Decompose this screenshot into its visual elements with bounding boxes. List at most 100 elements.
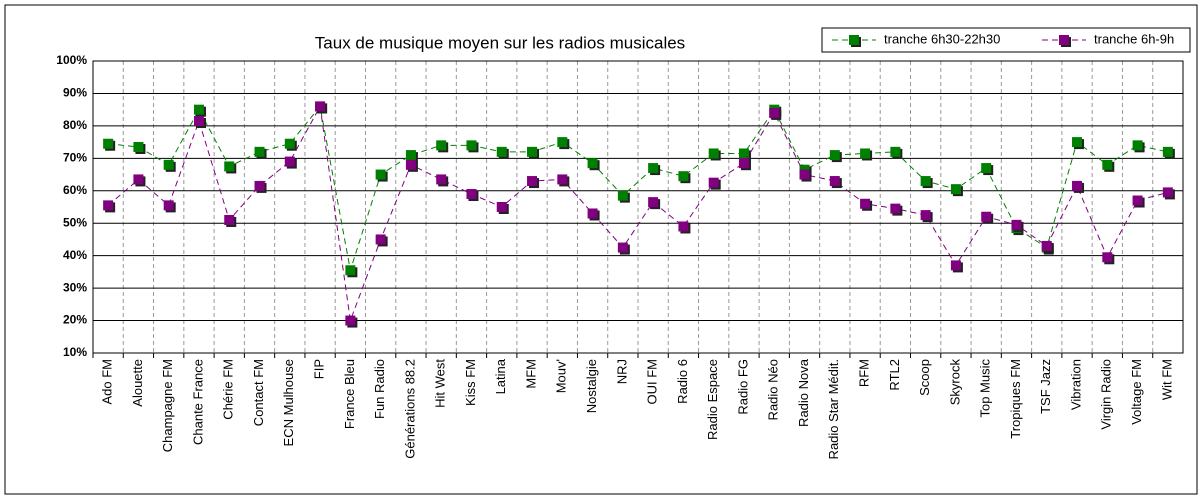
x-tick-label: Top Music — [978, 359, 993, 418]
x-tick-label: Contact FM — [251, 359, 266, 426]
data-point — [1132, 195, 1143, 206]
x-tick-label: OUI FM — [645, 359, 660, 405]
y-tick-label: 50% — [63, 215, 87, 229]
data-point — [617, 190, 628, 201]
data-point — [1132, 140, 1143, 151]
data-point — [981, 163, 992, 174]
data-point — [496, 146, 507, 157]
legend-marker — [1059, 35, 1069, 45]
y-tick-label: 20% — [63, 313, 87, 327]
legend-marker — [849, 35, 859, 45]
data-point — [890, 146, 901, 157]
data-point — [648, 197, 659, 208]
data-point — [557, 137, 568, 148]
data-point — [375, 169, 386, 180]
data-point — [648, 163, 659, 174]
data-point — [527, 176, 538, 187]
data-point — [224, 161, 235, 172]
data-point — [950, 260, 961, 271]
legend-label: tranche 6h30-22h30 — [884, 31, 1000, 46]
data-point — [738, 158, 749, 169]
x-tick-label: France Bleu — [342, 359, 357, 429]
data-point — [405, 150, 416, 161]
data-point — [738, 148, 749, 159]
y-tick-label: 70% — [63, 151, 87, 165]
x-tick-label: Nostalgie — [584, 359, 599, 413]
x-tick-label: ECN Mulhouse — [281, 359, 296, 446]
data-point — [1102, 159, 1113, 170]
data-point — [829, 150, 840, 161]
data-point — [466, 140, 477, 151]
x-tick-label: NRJ — [614, 359, 629, 384]
legend-label: tranche 6h-9h — [1094, 31, 1174, 46]
x-tick-label: Tropiques FM — [1008, 359, 1023, 439]
x-tick-label: Radio FG — [735, 359, 750, 415]
data-point — [224, 214, 235, 225]
x-tick-label: Hit West — [433, 359, 448, 408]
data-point — [284, 156, 295, 167]
y-tick-label: 100% — [56, 53, 87, 67]
data-point — [133, 141, 144, 152]
x-tick-label: Radio Espace — [705, 359, 720, 440]
y-tick-label: 60% — [63, 183, 87, 197]
x-tick-label: Fun Radio — [372, 359, 387, 419]
data-point — [557, 174, 568, 185]
x-tick-label: Scoop — [917, 359, 932, 396]
data-point — [1102, 252, 1113, 263]
x-tick-label: Voltage FM — [1129, 359, 1144, 425]
series-line — [107, 104, 1168, 321]
x-tick-label: MFM — [523, 359, 538, 389]
legend-box — [821, 27, 1191, 53]
data-point — [315, 101, 326, 112]
data-point — [587, 208, 598, 219]
x-tick-label: Virgin Radio — [1099, 359, 1114, 430]
data-point — [405, 159, 416, 170]
data-point — [920, 210, 931, 221]
data-point — [1162, 146, 1173, 157]
x-tick-label: Radio 6 — [675, 359, 690, 404]
data-point — [860, 198, 871, 209]
data-point — [708, 177, 719, 188]
data-point — [496, 202, 507, 212]
y-tick-label: 80% — [63, 118, 87, 132]
data-point — [678, 171, 689, 182]
x-tick-label: Mouv' — [554, 359, 569, 393]
x-tick-label: Radio Nova — [796, 358, 811, 427]
data-point — [829, 176, 840, 187]
x-tick-label: Vibration — [1068, 359, 1083, 410]
data-point — [163, 200, 174, 211]
data-point — [466, 189, 477, 200]
data-point — [890, 203, 901, 214]
data-point — [527, 146, 538, 157]
data-point — [254, 146, 265, 157]
x-tick-label: Champagne FM — [160, 359, 175, 452]
x-tick-label: Latina — [493, 358, 508, 394]
data-point — [254, 180, 265, 191]
data-point — [103, 200, 114, 211]
x-tick-label: RFM — [857, 359, 872, 387]
data-point — [981, 211, 992, 222]
x-tick-label: Skyrock — [947, 359, 962, 406]
data-point — [920, 176, 931, 187]
data-point — [436, 174, 447, 185]
data-point — [950, 184, 961, 195]
data-point — [1162, 187, 1173, 198]
data-point — [799, 169, 810, 180]
x-tick-label: Alouette — [130, 359, 145, 407]
data-point — [1011, 219, 1022, 230]
data-point — [1072, 137, 1083, 148]
data-point — [587, 158, 598, 169]
data-point — [860, 148, 871, 159]
data-point — [769, 107, 780, 118]
y-tick-label: 90% — [63, 86, 87, 100]
data-point — [375, 234, 386, 245]
data-point — [193, 104, 204, 115]
x-tick-label: Ado FM — [100, 359, 115, 405]
series-line — [108, 105, 1168, 271]
chart-title: Taux de musique moyen sur les radios mus… — [315, 33, 685, 52]
data-point — [1041, 240, 1052, 251]
x-tick-label: FIP — [312, 359, 327, 379]
data-point — [103, 138, 114, 149]
data-point — [345, 315, 356, 326]
